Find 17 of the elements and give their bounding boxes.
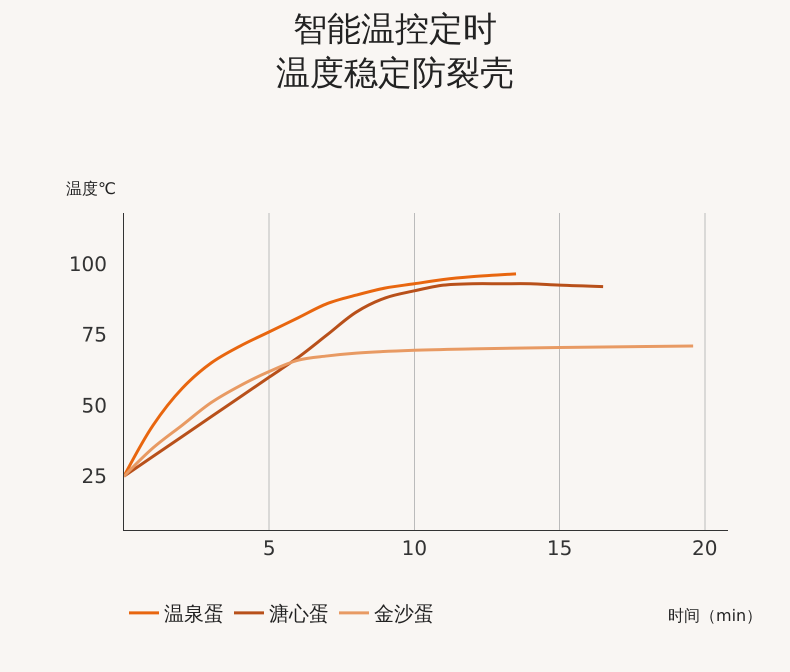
x-tick-label: 15 [546,536,572,560]
chart-title: 智能温控定时 [293,9,497,50]
legend-label: 金沙蛋 [374,602,434,626]
x-tick-label: 10 [402,536,428,560]
y-axis-title: 温度℃ [66,179,116,198]
y-tick-label: 25 [82,464,107,488]
legend-label: 溏心蛋 [269,602,329,626]
y-tick-label: 100 [68,252,107,276]
legend-label: 温泉蛋 [164,602,224,626]
line-series [124,344,695,478]
x-tick-label: 20 [692,536,718,560]
y-tick-label: 50 [82,393,107,418]
x-axis-title: 时间（min） [668,606,762,625]
chart-subtitle: 温度稳定防裂壳 [276,54,514,94]
line-series [124,282,605,478]
y-tick-label: 75 [82,322,107,347]
x-tick-label: 5 [262,536,276,560]
